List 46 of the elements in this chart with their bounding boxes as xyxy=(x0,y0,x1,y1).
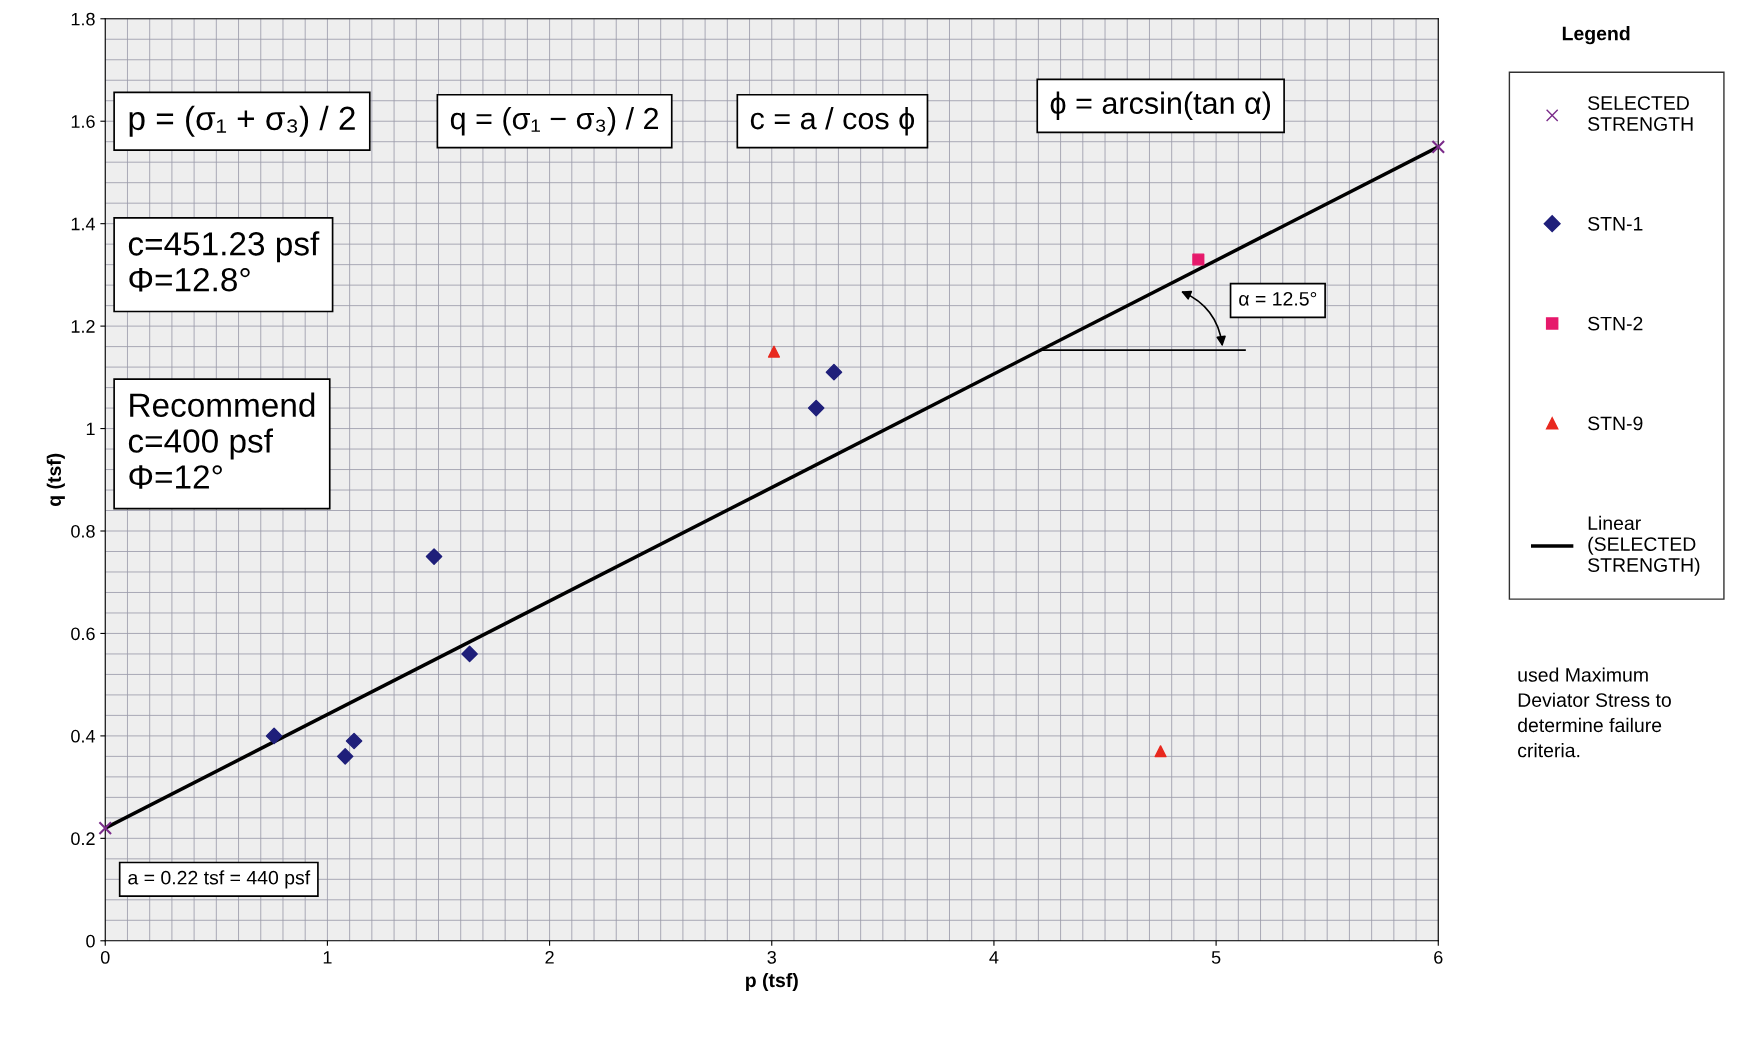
y-tick-label: 1.2 xyxy=(71,320,95,333)
x-tick-label: 4 xyxy=(989,951,999,964)
y-tick-label: 0.2 xyxy=(71,832,95,846)
y-tick-label: 0 xyxy=(86,934,95,948)
legend-label: SELECTED STRENGTH xyxy=(1588,96,1693,131)
annotation: p = (σ₁ + σ₃) / 2 xyxy=(129,105,355,137)
legend-title: Legend xyxy=(1562,26,1630,45)
y-tick-label: 0.6 xyxy=(71,627,95,641)
point xyxy=(1154,745,1167,758)
y-tick-label: 1.6 xyxy=(71,115,95,128)
annotation: a = 0.22 tsf = 440 psf xyxy=(128,870,311,889)
legend-label: STN-1 xyxy=(1588,216,1643,231)
x-tick-label: 1 xyxy=(323,951,332,964)
x-tick-label: 6 xyxy=(1434,950,1443,964)
y-tick-label: 0.4 xyxy=(71,729,95,743)
text: used Maximum Deviator Stress to determine failure criteria. xyxy=(1518,667,1671,758)
x-tick-label: 2 xyxy=(545,950,554,964)
legend-label: STN-9 xyxy=(1588,416,1643,431)
point xyxy=(767,345,781,358)
point xyxy=(1192,253,1205,266)
annotation: c = a / cos ϕ xyxy=(750,106,915,136)
point xyxy=(1431,139,1446,154)
x-tick-label: 3 xyxy=(767,950,776,964)
annotation: Recommend c=400 psf Φ=12° xyxy=(128,392,315,489)
point xyxy=(265,727,283,745)
point xyxy=(807,399,825,417)
annotation: ϕ = arcsin(tan α) xyxy=(1050,91,1270,121)
legend-label: STN-2 xyxy=(1588,316,1643,331)
legend-label: Linear (SELECTED STRENGTH) xyxy=(1588,515,1700,576)
annotation: q = (σ₁ − σ₃) / 2 xyxy=(450,106,658,136)
y-axis-title: q (tsf) xyxy=(46,453,65,506)
point xyxy=(825,363,843,381)
y-tick-label: 1 xyxy=(86,422,95,436)
annotation: c=451.23 psf Φ=12.8° xyxy=(128,231,320,292)
point xyxy=(425,548,443,565)
point xyxy=(461,645,478,663)
point xyxy=(345,732,363,750)
x-axis-title: p (tsf) xyxy=(746,972,798,992)
y-tick-label: 1.8 xyxy=(71,12,95,26)
annotation: α = 12.5° xyxy=(1239,291,1317,306)
x-tick-label: 0 xyxy=(100,950,110,964)
point xyxy=(98,821,113,835)
y-tick-label: 1.4 xyxy=(71,217,95,231)
y-tick-label: 0.8 xyxy=(71,524,95,538)
x-tick-label: 5 xyxy=(1211,951,1221,964)
point xyxy=(336,748,354,765)
